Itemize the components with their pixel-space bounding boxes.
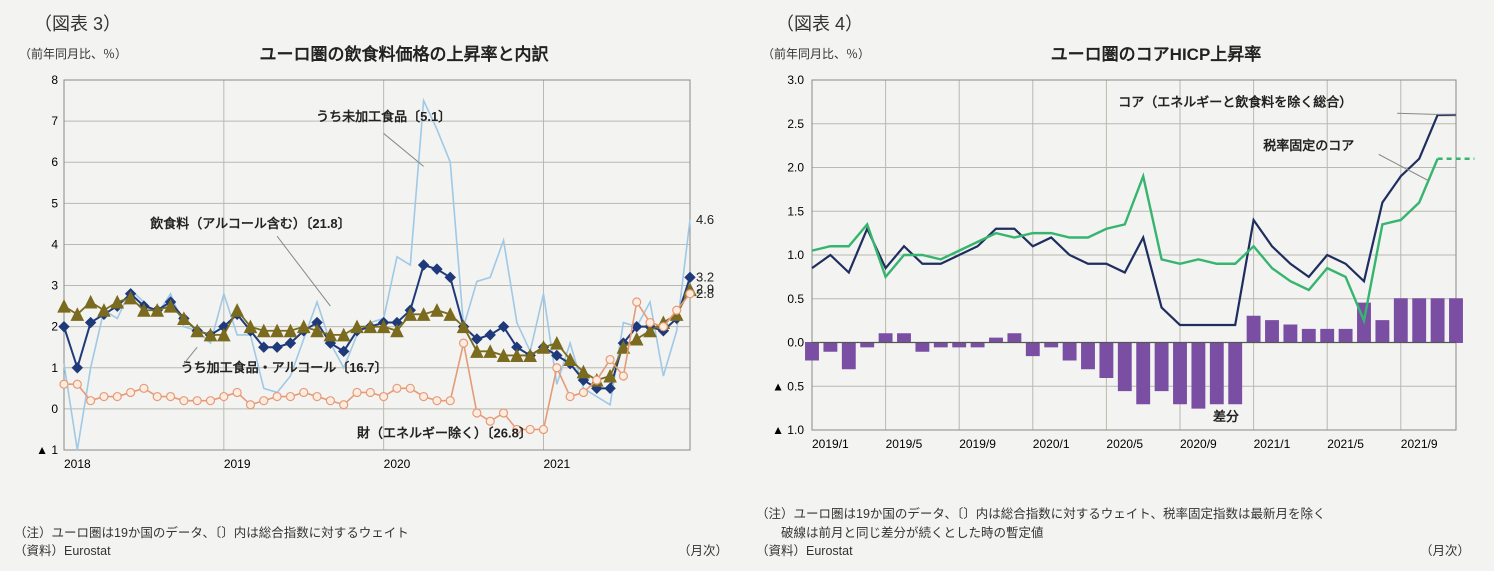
svg-text:うち未加工食品〔5.1〕: うち未加工食品〔5.1〕 (316, 109, 451, 124)
chart-4-svg: ユーロ圏のコアHICP上昇率 （前年同月比、％） ▲ 1.0 ▲ 0.5 0.0 0.5 1… (756, 40, 1476, 460)
svg-text:2020/5: 2020/5 (1106, 437, 1143, 451)
svg-text:（前年同月比、％）: （前年同月比、％） (19, 46, 127, 61)
svg-text:▲ 1.0: ▲ 1.0 (772, 423, 804, 437)
svg-text:税率固定のコア: 税率固定のコア (1263, 138, 1354, 153)
svg-text:2021/1: 2021/1 (1254, 437, 1291, 451)
chart-3-note1: （注）ユーロ圏は19か国のデータ、〔〕内は総合指数に対するウェイト (14, 524, 738, 543)
fig-3-number: （図表 3） (34, 10, 738, 36)
svg-text:2020/9: 2020/9 (1180, 437, 1217, 451)
svg-text:3: 3 (51, 279, 58, 293)
svg-text:2019/9: 2019/9 (959, 437, 996, 451)
svg-text:2021: 2021 (543, 457, 570, 471)
svg-text:ユーロ圏のコアHICP上昇率: ユーロ圏のコアHICP上昇率 (1051, 44, 1262, 64)
svg-text:（前年同月比、％）: （前年同月比、％） (762, 46, 870, 61)
chart-4-note1: （注）ユーロ圏は19か国のデータ、〔〕内は総合指数に対するウェイト、税率固定指数… (756, 505, 1480, 524)
chart-4-xlabel: （月次） (1420, 542, 1470, 561)
svg-text:1.5: 1.5 (787, 204, 804, 218)
svg-text:2.5: 2.5 (787, 117, 804, 131)
svg-text:ユーロ圏の飲食料価格の上昇率と内訳: ユーロ圏の飲食料価格の上昇率と内訳 (260, 44, 550, 64)
svg-text:2019/1: 2019/1 (812, 437, 849, 451)
chart-4-notes: （注）ユーロ圏は19か国のデータ、〔〕内は総合指数に対するウェイト、税率固定指数… (756, 505, 1480, 561)
svg-text:▲ 1: ▲ 1 (36, 443, 58, 457)
chart-3-panel: （図表 3） ユーロ圏の飲食料価格の上昇率と内訳 （前年同月比、％） ▲ 1 0 1 2 3… (14, 10, 738, 561)
svg-text:2020/1: 2020/1 (1033, 437, 1070, 451)
svg-text:4.6: 4.6 (696, 212, 714, 227)
chart-4-note2: 破線は前月と同じ差分が続くとした時の暫定値 (756, 524, 1480, 543)
svg-text:うち加工食品・アルコール〔16.7〕: うち加工食品・アルコール〔16.7〕 (181, 360, 388, 375)
svg-text:2021/5: 2021/5 (1327, 437, 1364, 451)
chart-3-area: ユーロ圏の飲食料価格の上昇率と内訳 （前年同月比、％） ▲ 1 0 1 2 3 4 5 6 7 8 20… (14, 40, 738, 520)
svg-text:コア（エネルギーと飲食料を除く総合）: コア（エネルギーと飲食料を除く総合） (1118, 94, 1352, 109)
svg-text:2.8: 2.8 (696, 286, 714, 301)
svg-text:0.0: 0.0 (787, 336, 804, 350)
chart-4-note3: （資料）Eurostat (756, 544, 853, 558)
svg-text:2020: 2020 (384, 457, 411, 471)
fig-4-number: （図表 4） (776, 10, 1480, 36)
svg-text:6: 6 (51, 155, 58, 169)
svg-text:1.0: 1.0 (787, 248, 804, 262)
chart-3-notes: （注）ユーロ圏は19か国のデータ、〔〕内は総合指数に対するウェイト （資料）Eu… (14, 524, 738, 562)
svg-text:1: 1 (51, 361, 58, 375)
chart-3-xlabel: （月次） (678, 542, 728, 561)
chart-3-svg: ユーロ圏の飲食料価格の上昇率と内訳 （前年同月比、％） ▲ 1 0 1 2 3 4 5 6 7 8 20… (14, 40, 734, 480)
chart-4-area: ユーロ圏のコアHICP上昇率 （前年同月比、％） ▲ 1.0 ▲ 0.5 0.0 0.5 1… (756, 40, 1480, 501)
page: （図表 3） ユーロ圏の飲食料価格の上昇率と内訳 （前年同月比、％） ▲ 1 0 1 2 3… (0, 0, 1494, 571)
chart-3-note2: （資料）Eurostat (14, 544, 111, 558)
svg-text:0.5: 0.5 (787, 292, 804, 306)
svg-text:▲ 0.5: ▲ 0.5 (772, 379, 804, 393)
svg-text:財（エネルギー除く）〔26.8〕: 財（エネルギー除く）〔26.8〕 (356, 426, 532, 441)
svg-text:2: 2 (51, 320, 58, 334)
svg-text:2019/5: 2019/5 (886, 437, 923, 451)
chart-4-panel: （図表 4） ユーロ圏のコアHICP上昇率 （前年同月比、％） ▲ 1.0 ▲ 0.5… (756, 10, 1480, 561)
svg-text:2018: 2018 (64, 457, 91, 471)
svg-text:2021/9: 2021/9 (1401, 437, 1438, 451)
svg-text:4: 4 (51, 237, 58, 251)
svg-text:2.0: 2.0 (787, 161, 804, 175)
svg-text:差分: 差分 (1213, 409, 1239, 424)
svg-text:2019: 2019 (224, 457, 251, 471)
svg-text:飲食料（アルコール含む）〔21.8〕: 飲食料（アルコール含む）〔21.8〕 (149, 216, 350, 231)
svg-text:8: 8 (51, 73, 58, 87)
svg-text:3.0: 3.0 (787, 73, 804, 87)
svg-text:5: 5 (51, 196, 58, 210)
svg-text:7: 7 (51, 114, 58, 128)
svg-text:0: 0 (51, 402, 58, 416)
